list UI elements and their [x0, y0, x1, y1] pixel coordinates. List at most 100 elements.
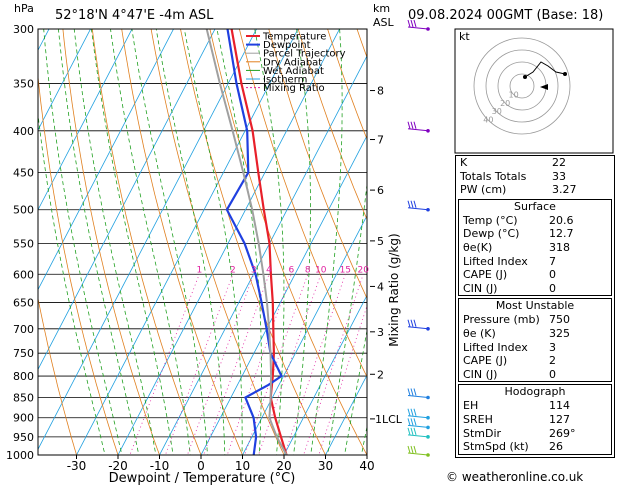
- mixing-ratio-label: 2: [230, 265, 236, 275]
- pressure-tick-label: 650: [13, 297, 34, 310]
- height-unit-asl: ASL: [373, 16, 395, 29]
- mixing-ratio-label: 4: [266, 265, 272, 275]
- unstable-label: Lifted Index: [463, 340, 528, 354]
- mixing-ratio-line: [318, 304, 367, 455]
- wind-barb-dot: [426, 435, 430, 439]
- datetime-title: 09.08.2024 00GMT (Base: 18): [408, 8, 604, 23]
- wind-barb-feather: [410, 418, 414, 426]
- mixing-ratio-axis-label: Mixing Ratio (g/kg): [387, 233, 401, 346]
- unstable-label: CAPE (J): [463, 354, 508, 368]
- hodograph-ring: [509, 73, 535, 99]
- wind-barb-feather: [413, 19, 417, 28]
- mixing-ratio-label: 10: [315, 265, 327, 275]
- wet-adiabat: [90, 29, 174, 455]
- wind-barb-dot: [426, 395, 430, 400]
- hodo-row: StmDir 269°: [459, 427, 611, 441]
- height-tick-label: 1LCL: [375, 413, 403, 426]
- dry-adiabat: [121, 29, 243, 455]
- surface-row: CAPE (J) 0: [459, 268, 611, 282]
- background-lines: [38, 29, 367, 455]
- wind-barb-staff: [407, 452, 429, 456]
- index-label: PW (cm): [460, 183, 507, 197]
- wind-barb-feather: [410, 408, 414, 416]
- legend-entry: Dry Adiabat: [263, 57, 322, 68]
- hodograph-start: [523, 75, 527, 79]
- legend-entry: Parcel Trajectory: [263, 49, 346, 60]
- wind-barb-feather: [413, 121, 417, 129]
- unstable-label: CIN (J): [463, 367, 498, 381]
- pressure-tick-label: 500: [13, 204, 34, 217]
- surface-label: CAPE (J): [463, 268, 508, 282]
- wind-barb-feather: [407, 445, 411, 454]
- top-indices: K 22 Totals Totals 33 PW (cm) 3.27: [456, 156, 614, 197]
- wet-adiabat: [183, 29, 243, 455]
- hodo-row: EH 114: [459, 399, 611, 413]
- x-tick-label: 20: [276, 459, 291, 473]
- x-tick-label: -10: [150, 459, 170, 473]
- index-label: Totals Totals: [460, 169, 527, 183]
- isotherm-line: [117, 29, 340, 455]
- wind-barb-feather: [410, 121, 414, 129]
- hodo-title: Hodograph: [504, 385, 566, 399]
- x-tick-label: 0: [197, 459, 205, 473]
- series-dewpoint: [225, 29, 283, 455]
- mixing-ratio-label: 15: [340, 265, 351, 275]
- wet-adiabat: [360, 424, 367, 455]
- dry-adiabat: [91, 29, 202, 455]
- wind-barb-dot: [426, 415, 430, 420]
- unstable-title: Most Unstable: [495, 299, 575, 313]
- pressure-tick-label: 550: [13, 237, 34, 250]
- wind-barb-staff: [407, 434, 429, 438]
- height-tick-label: 5: [377, 235, 384, 248]
- surface-row: Lifted Index 7: [459, 255, 611, 269]
- pressure-tick-label: 1000: [6, 449, 34, 462]
- wind-barb-dot: [426, 207, 430, 212]
- height-tick-label: 6: [377, 184, 384, 197]
- wind-barb-feather: [413, 200, 417, 208]
- unstable-section: Most Unstable Pressure (mb) 750 θe (K) 325 L…: [458, 298, 612, 383]
- pressure-tick-label: 850: [13, 391, 34, 404]
- surface-value: 318: [549, 240, 570, 254]
- mixing-ratio-line: [284, 274, 346, 455]
- wind-barb-feather: [413, 427, 417, 435]
- x-tick-label: -20: [108, 459, 128, 473]
- wind-barb-staff: [407, 128, 429, 132]
- isotherm-line: [76, 29, 299, 455]
- isotherm-line: [38, 29, 174, 291]
- hodo-value: 127: [549, 412, 570, 426]
- wind-barb-feather: [413, 408, 417, 416]
- legend-entry: Dewpoint: [263, 40, 311, 51]
- unstable-value: 0: [549, 367, 556, 381]
- pressure-unit: hPa: [14, 2, 34, 15]
- copyright-footer: © weatheronline.co.uk: [446, 470, 584, 484]
- wind-barb-feather: [413, 388, 417, 396]
- pressure-tick-label: 900: [13, 412, 34, 425]
- unstable-value: 3: [549, 340, 556, 354]
- wind-barb-feather: [407, 418, 411, 426]
- surface-label: CIN (J): [463, 281, 498, 295]
- dry-adiabat: [238, 29, 367, 378]
- wind-barb-dot: [426, 128, 430, 133]
- surface-row: Temp (°C) 20.6: [459, 214, 611, 228]
- wind-barb-feather: [407, 19, 411, 28]
- wind-barb-feather: [410, 319, 414, 327]
- wind-barb-staff: [407, 26, 429, 30]
- height-tick-label: 7: [377, 134, 384, 147]
- isotherm-line: [242, 214, 367, 455]
- mixing-ratio-label: 8: [305, 265, 311, 275]
- x-tick-label: 10: [235, 459, 250, 473]
- mixing-ratio-line: [186, 274, 255, 455]
- index-label: K: [460, 156, 468, 169]
- surface-value: 7: [549, 254, 556, 268]
- isotherm-line: [38, 29, 91, 131]
- height-axis: 8 7 6 5 4 3 2 1LCL: [370, 85, 403, 426]
- wind-barb-staff: [407, 326, 429, 330]
- surface-section: Surface Temp (°C) 20.6 Dewp (°C) 12.7 θe(K) 3…: [458, 198, 612, 297]
- wind-barb-dot: [426, 425, 430, 430]
- surface-value: 20.6: [549, 213, 574, 227]
- hodograph-ring-label: 10: [509, 90, 519, 99]
- wind-barb-staff: [407, 207, 429, 211]
- x-tick-label: 30: [318, 459, 333, 473]
- hodo-row: StmSpd (kt) 26: [459, 440, 611, 454]
